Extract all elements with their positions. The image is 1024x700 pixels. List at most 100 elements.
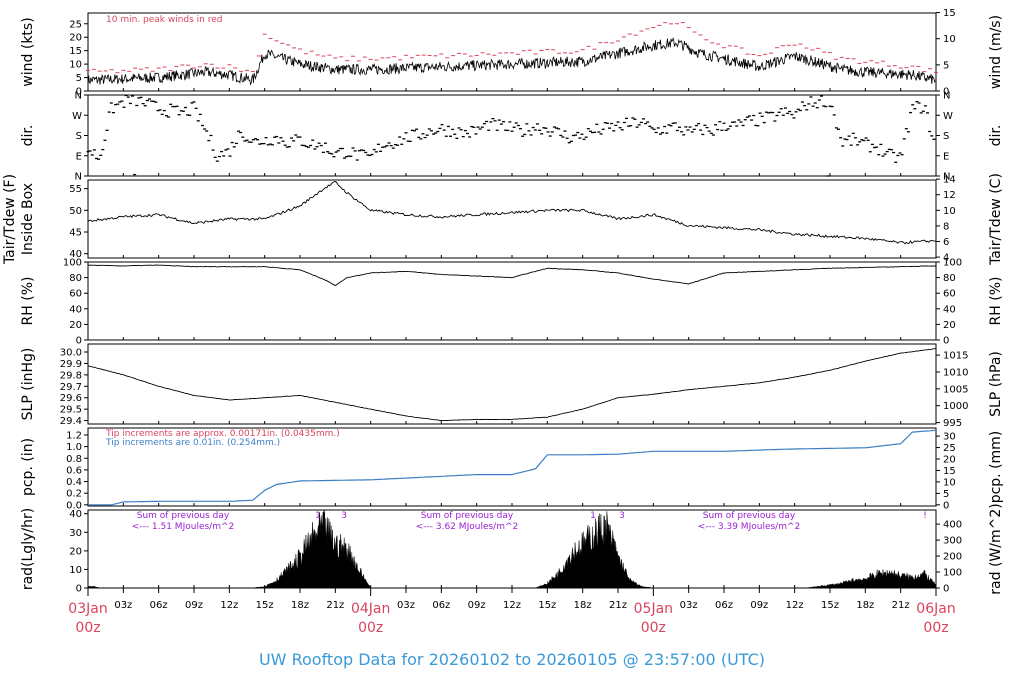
rad-marker: 3 — [341, 511, 347, 521]
rh-ytick-label-left: 100 — [63, 258, 82, 269]
day-label-date: 05Jan — [634, 601, 673, 617]
pcp-ytick-label-left: 0.0 — [66, 500, 82, 511]
pcp-ytick-label-left: 1.0 — [66, 442, 82, 453]
hour-label: 06z — [715, 600, 733, 611]
dir-ytick-label-right: E — [943, 151, 949, 162]
dir-ytick-label-left: N — [75, 172, 82, 183]
slp-ytick-label-left: 29.4 — [60, 416, 82, 427]
hour-label: 09z — [185, 600, 203, 611]
rh-ytick-label-right: 100 — [943, 258, 962, 269]
rad-marker: 1 — [590, 511, 596, 521]
hour-label: 15z — [538, 600, 556, 611]
wind-ytick-label-right: 0 — [943, 87, 949, 98]
panel-slp: 29.429.529.629.729.829.930.0 995 1000 1005 1… — [20, 343, 1004, 429]
temp-ytick-label-left: 50 — [69, 206, 82, 217]
day-label-time: 00z — [923, 620, 948, 636]
slp-frame — [87, 343, 937, 425]
day-label-date: 03Jan — [68, 601, 107, 617]
hour-label: 18z — [291, 600, 309, 611]
slp-ytick-label-right: 1010 — [943, 367, 968, 378]
temp-ytick-label-left: 40 — [69, 249, 82, 260]
dir-ytick-label-left: S — [76, 131, 82, 142]
temp-ytick-label-right: 12 — [943, 190, 956, 201]
wind-ytick-label-left: 5 — [76, 73, 82, 84]
rad-ytick-label-left: 10 — [69, 565, 82, 576]
rad-ytick-label-left: 20 — [69, 546, 82, 557]
rad-marker: 3 — [619, 511, 625, 521]
rh-ytick-label-left: 20 — [69, 320, 82, 331]
rh-ytick-label-left: 80 — [69, 273, 82, 284]
rad-summary-line2: <--- 3.62 MJoules/m^2 — [416, 522, 518, 532]
rh-ytick-label-right: 40 — [943, 304, 956, 315]
hour-label: 21z — [609, 600, 627, 611]
slp-ytick-label-left: 29.5 — [60, 405, 82, 416]
slp-ytick-label-right: 1015 — [943, 351, 968, 362]
rad-ytick-label-right: 100 — [943, 568, 962, 579]
dir-ytick-label-right: S — [943, 131, 949, 142]
wind-ylabel-right: wind (m/s) — [988, 15, 1004, 89]
dir-scatter — [86, 94, 936, 177]
hour-label: 21z — [326, 600, 344, 611]
hour-label: 09z — [468, 600, 486, 611]
hour-label: 12z — [220, 600, 238, 611]
hour-label: 18z — [856, 600, 874, 611]
temp-frame — [87, 179, 937, 259]
dir-ytick-label-right: W — [943, 111, 953, 122]
wind-ytick-label-left: 25 — [69, 19, 82, 30]
rh-frame — [87, 261, 937, 341]
hour-label: 18z — [574, 600, 592, 611]
rad-ylabel-left: rad(Lgly/hr) — [20, 508, 36, 590]
wind-ytick-label-left: 10 — [69, 60, 82, 71]
dir-ytick-label-left: W — [72, 111, 82, 122]
hour-label: 15z — [821, 600, 839, 611]
temp-ytick-label-right: 14 — [943, 175, 956, 186]
day-label-date: 06Jan — [916, 601, 955, 617]
slp-ytick-label-left: 29.6 — [60, 393, 82, 404]
slp-ylabel-left: SLP (inHg) — [20, 348, 36, 421]
slp-ytick-label-left: 29.7 — [60, 382, 82, 393]
hour-label: 03z — [680, 600, 698, 611]
dir-ytick-label-left: E — [76, 151, 82, 162]
rh-ytick-label-left: 0 — [76, 336, 82, 347]
slp-line — [87, 348, 937, 422]
pcp-ytick-label-left: 0.6 — [66, 465, 82, 476]
chart-title: UW Rooftop Data for 20260102 to 20260105… — [259, 650, 765, 669]
wind-annotation: 10 min. peak winds in red — [106, 15, 223, 25]
hour-label: 09z — [750, 600, 768, 611]
pcp-ytick-label-left: 0.4 — [66, 477, 82, 488]
rh-ytick-label-left: 40 — [69, 304, 82, 315]
rh-ytick-label-right: 0 — [943, 336, 949, 347]
pcp-ytick-label-right: 0 — [943, 500, 949, 511]
rad-ytick-label-right: 200 — [943, 552, 962, 563]
wind-speed-line — [87, 36, 936, 86]
pcp-ylabel-right: pcp. (mm) — [988, 431, 1004, 504]
hour-label: 21z — [892, 600, 910, 611]
rad-marker: ! — [923, 511, 927, 521]
rad-summary-line2: <--- 1.51 MJoules/m^2 — [132, 522, 234, 532]
temp-ytick-label-right: 10 — [943, 206, 956, 217]
pcp-ytick-label-right: 30 — [943, 432, 956, 443]
slp-ytick-label-left: 29.9 — [60, 359, 82, 370]
rad-ylabel-right: rad (W/m^2) — [988, 503, 1004, 594]
panel-wind: 0 5 10 15 20 25 0 5 10 15 wind (kts) wind (m/s) 10 m… — [20, 8, 1004, 97]
pcp-line — [88, 429, 937, 506]
pcp-ytick-label-right: 5 — [943, 489, 949, 500]
temp-ytick-label-right: 8 — [943, 221, 949, 232]
rad-ytick-label-right: 0 — [943, 584, 949, 595]
dir-frame — [87, 94, 937, 177]
rad-summary-line1: Sum of previous day — [703, 511, 796, 521]
temp-ytick-label-right: 4 — [943, 253, 949, 264]
hour-label: 03z — [114, 600, 132, 611]
rad-ytick-label-left: 40 — [69, 509, 82, 520]
wind-ytick-label-right: 5 — [943, 60, 949, 71]
wind-peak-series — [86, 22, 938, 74]
pcp-ytick-label-right: 25 — [943, 443, 956, 454]
pcp-annotation-tip: Tip increments are 0.01in. (0.254mm.) — [105, 438, 280, 448]
temp-ylabel-left: Inside Box — [20, 183, 36, 255]
rad-ytick-label-left: 0 — [76, 584, 82, 595]
pcp-ylabel-left: pcp. (in) — [20, 438, 36, 496]
wind-ytick-label-right: 10 — [943, 34, 956, 45]
rh-ytick-label-right: 20 — [943, 320, 956, 331]
